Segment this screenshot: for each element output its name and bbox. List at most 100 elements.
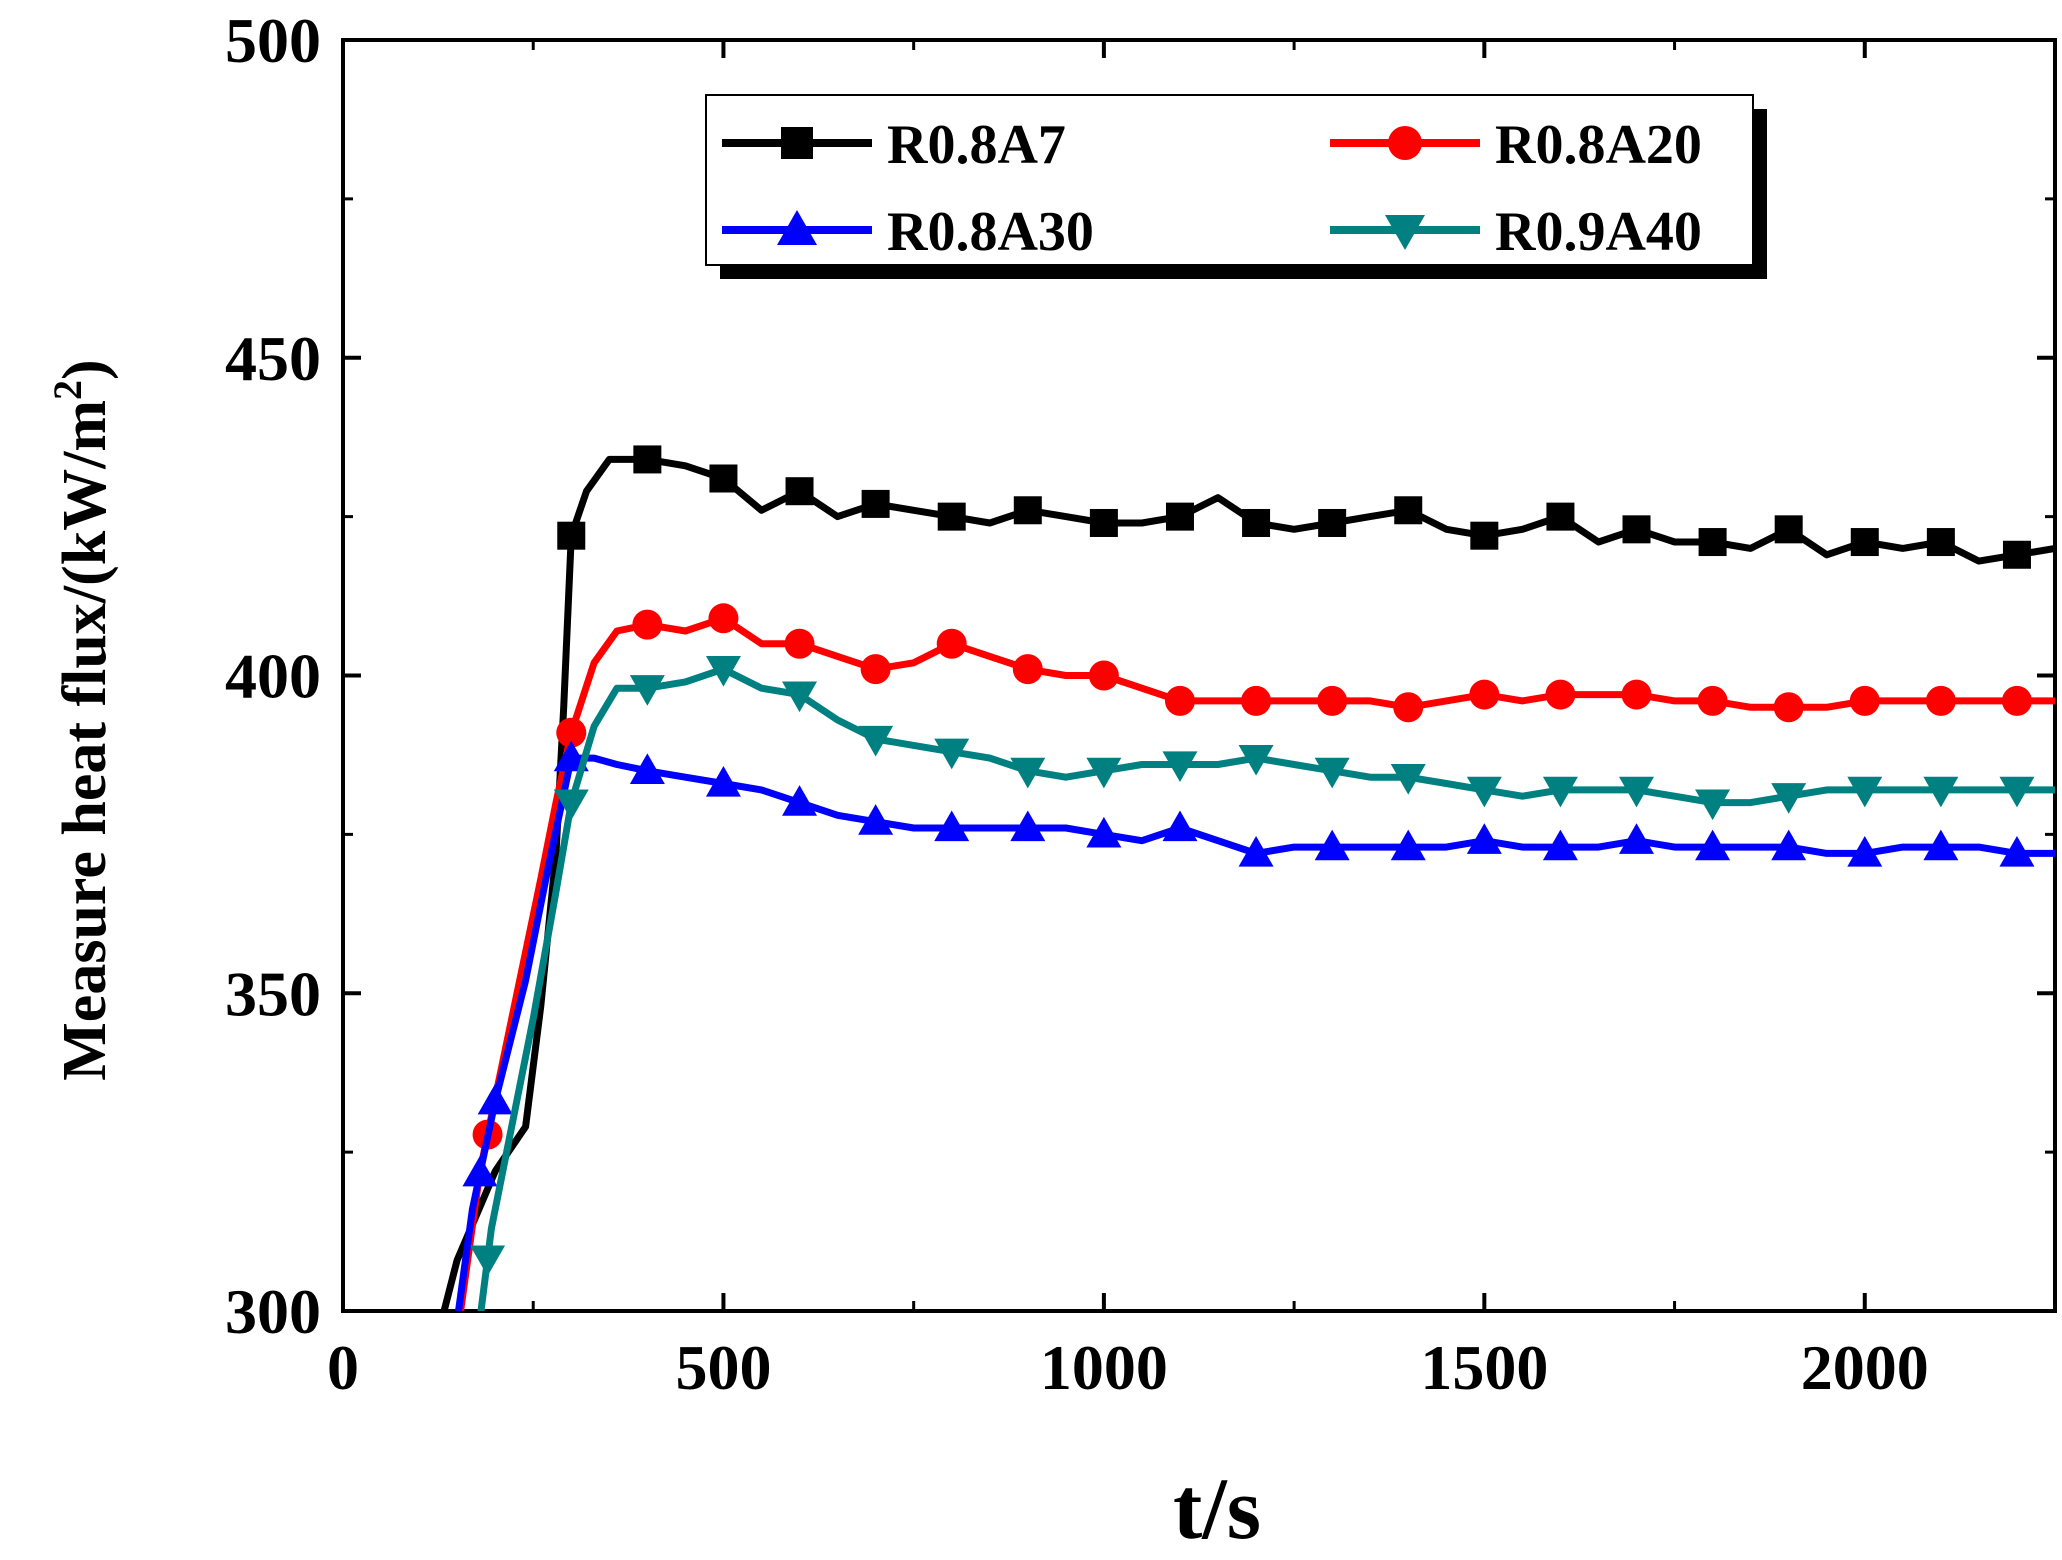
y-tick-label: 300 [225,1276,321,1347]
marker-square [1774,515,1803,544]
series-R0.8A30 [454,740,2055,1311]
x-tick-label: 2000 [1801,1332,1929,1403]
series-R0.8A7 [440,445,2055,1311]
marker-circle [556,717,587,748]
x-tick-label: 1500 [1420,1332,1548,1403]
marker-triangle-down [1847,776,1883,808]
marker-square [861,489,890,518]
y-axis-title: Measure heat flux/(kW/m2) [45,359,119,1080]
marker-circle [1849,685,1880,716]
marker-triangle-up [1695,829,1731,861]
marker-square [633,445,662,474]
legend-item: R0.8A20 [1330,114,1702,176]
marker-circle [2001,685,2032,716]
marker-circle [1545,679,1576,710]
marker-triangle-up [1542,829,1578,861]
marker-triangle-down [782,681,818,713]
marker-circle [1388,126,1422,160]
marker-triangle-down [1619,776,1655,808]
marker-triangle-down [1010,757,1046,789]
marker-circle [708,603,739,634]
marker-square [937,502,966,531]
marker-triangle-up [858,804,894,835]
marker-triangle-up [1771,829,1807,861]
marker-triangle-up [1923,829,1959,861]
x-tick-label: 500 [675,1332,771,1403]
marker-square [1622,515,1651,544]
marker-circle [1012,654,1043,685]
series-line [454,754,2055,1311]
marker-circle [1697,685,1728,716]
marker-square [1546,502,1575,531]
marker-triangle-up [1162,810,1198,842]
marker-triangle-up [782,785,818,816]
series-line [457,614,2055,1311]
marker-square [1698,528,1727,557]
marker-triangle-up [1466,823,1502,854]
marker-circle [1241,685,1272,716]
marker-circle [632,609,663,640]
y-tick-label: 450 [225,323,321,394]
marker-circle [1469,679,1500,710]
marker-triangle-up [1086,816,1122,848]
legend-box [705,94,1754,266]
x-tick-label: 1000 [1040,1332,1168,1403]
marker-triangle-down [1390,764,1426,795]
legend-item: R0.8A7 [722,114,1066,176]
marker-triangle-down [1542,776,1578,808]
marker-triangle-down [1086,757,1122,789]
series-R0.8A20 [457,603,2055,1311]
marker-triangle-down [1385,215,1425,250]
marker-circle [1164,685,1195,716]
legend-item: R0.8A30 [722,201,1094,263]
marker-square [557,521,586,550]
y-tick-label: 500 [225,5,321,76]
x-tick-label: 0 [327,1332,359,1403]
marker-triangle-up [1010,810,1046,842]
marker-square [1242,508,1271,537]
marker-triangle-down [1771,783,1807,814]
y-axis-title-sup: 2 [45,380,90,400]
marker-triangle-up [705,766,741,797]
marker-triangle-up [934,810,970,842]
legend-label: R0.9A40 [1495,201,1702,263]
marker-triangle-down [1466,776,1502,808]
marker-triangle-up [1619,823,1655,854]
marker-triangle-down [1238,744,1274,776]
marker-square [709,464,738,493]
y-axis-title-close: ) [51,359,119,380]
marker-circle [1088,660,1119,691]
legend-item: R0.9A40 [1330,201,1702,263]
y-tick-label: 350 [225,958,321,1029]
marker-square [1850,528,1879,557]
marker-circle [860,654,891,685]
marker-circle [1925,685,1956,716]
marker-circle [1317,685,1348,716]
marker-triangle-up [1390,829,1426,861]
marker-triangle-up [1238,835,1274,867]
marker-triangle-up [1314,829,1350,861]
marker-circle [1621,679,1652,710]
marker-triangle-down [934,738,970,770]
y-axis-title-main: Measure heat flux/(kW/m [51,400,119,1081]
marker-triangle-down [553,789,589,821]
marker-triangle-down [1314,757,1350,789]
marker-circle [784,628,815,659]
marker-triangle-down [858,725,894,757]
marker-triangle-down [1695,789,1731,821]
marker-triangle-up [629,753,665,784]
marker-triangle-down [470,1245,506,1277]
marker-square [1165,502,1194,531]
marker-triangle-up [477,1083,513,1115]
marker-triangle-down [629,675,665,706]
marker-square [1470,521,1499,550]
marker-square [1089,508,1118,537]
marker-triangle-up [1847,835,1883,867]
legend-label: R0.8A7 [887,114,1066,176]
marker-square [785,477,814,506]
series-line [440,455,2055,1311]
series-layer [440,445,2055,1311]
legend-label: R0.8A20 [1495,114,1702,176]
marker-square [1013,496,1042,525]
